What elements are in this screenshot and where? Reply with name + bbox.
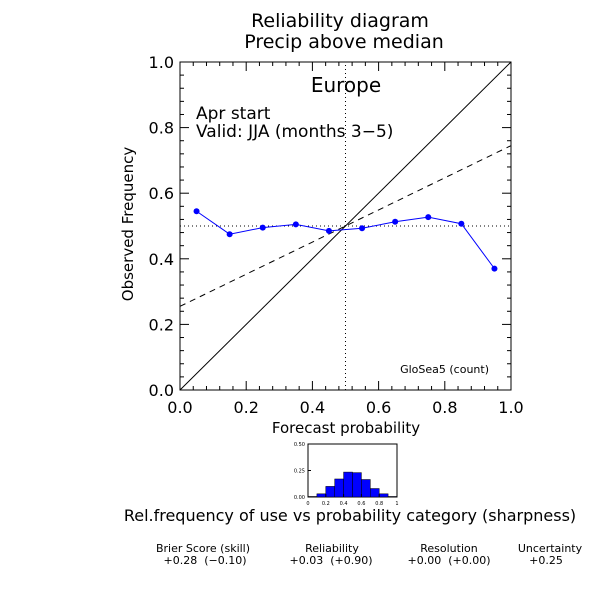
y-tick-labels: 0.0 0.2 0.4 0.6 0.8 1.0 — [149, 53, 174, 400]
sharpness-x-tick-label: 0.4 — [340, 501, 348, 507]
x-tick-labels: 0.0 0.2 0.4 0.6 0.8 1.0 — [167, 398, 523, 417]
uncertainty-label: Uncertainty — [518, 542, 583, 555]
resolution-value: +0.00 (+0.00) — [408, 554, 491, 567]
main-plot: 0.0 0.2 0.4 0.6 0.8 1.0 0.0 0.2 0.4 0.6 0.8 1.0 Eu… — [119, 53, 524, 437]
sharpness-histogram: 0 0.2 0.4 0.6 0.8 1 0.00 0.25 0.50 Rel.frequenc… — [124, 442, 576, 525]
sharpness-bar — [325, 486, 335, 498]
sharpness-x-tick-label: 0.2 — [322, 501, 330, 507]
sharpness-x-tick-label: 0 — [306, 501, 309, 507]
y-tick-label: 0.0 — [149, 381, 174, 400]
sharpness-caption: Rel.frequency of use vs probability cate… — [124, 506, 576, 525]
x-tick-label: 0.2 — [233, 398, 258, 417]
uncertainty-value: +0.25 — [529, 554, 563, 567]
source-note: GloSea5 (count) — [400, 363, 489, 376]
sharpness-bar — [316, 493, 327, 498]
brier-score-value: +0.28 (−0.10) — [164, 554, 247, 567]
data-point — [392, 218, 399, 225]
sharpness-bar — [387, 496, 398, 498]
data-point — [491, 265, 498, 272]
data-point — [458, 220, 465, 227]
valid-note: Valid: JJA (months 3−5) — [196, 122, 393, 142]
region-label: Europe — [311, 73, 381, 97]
sharpness-x-tick-label: 0.6 — [357, 501, 365, 507]
sharpness-y-tick-label: 0.25 — [294, 469, 305, 475]
sharpness-bar — [343, 471, 353, 498]
chart-subtitle: Precip above median — [244, 31, 444, 53]
reliability-series-line — [196, 210, 495, 269]
chart-title: Reliability diagram — [251, 10, 429, 32]
data-point — [193, 208, 200, 215]
main-axis-ticks — [179, 61, 512, 391]
data-point — [292, 221, 299, 228]
sharpness-y-tick-label: 0.50 — [294, 442, 305, 448]
sharpness-bar — [370, 488, 380, 498]
resolution-label: Resolution — [420, 542, 478, 555]
sharpness-bar — [378, 493, 389, 498]
data-point — [226, 231, 233, 238]
start-note: Apr start — [196, 104, 271, 124]
reliability-value: +0.03 (+0.90) — [290, 554, 373, 567]
y-axis-label: Observed Frequency — [119, 147, 137, 302]
sharpness-x-tick-label: 0.8 — [375, 501, 383, 507]
x-tick-label: 0.0 — [167, 398, 192, 417]
y-tick-label: 0.6 — [149, 184, 174, 203]
x-tick-label: 0.4 — [300, 398, 325, 417]
data-point — [425, 214, 432, 221]
data-point — [259, 224, 266, 231]
sharpness-bar — [334, 478, 344, 498]
data-point — [359, 225, 366, 232]
x-tick-label: 0.8 — [432, 398, 457, 417]
y-tick-label: 0.4 — [149, 250, 174, 269]
y-tick-label: 0.8 — [149, 119, 174, 138]
reliability-label: Reliability — [305, 542, 359, 555]
scores-table: Brier Score (skill) +0.28 (−0.10) Reliab… — [156, 542, 583, 567]
sharpness-bar — [361, 479, 371, 498]
data-point — [325, 227, 332, 234]
sharpness-y-tick-label: 0.00 — [294, 495, 305, 501]
sharpness-x-tick-label: 1 — [395, 501, 398, 507]
x-tick-label: 0.6 — [366, 398, 391, 417]
sharpness-bar — [352, 472, 362, 498]
x-axis-label: Forecast probability — [272, 419, 420, 437]
sharpness-y-tick-labels: 0.00 0.25 0.50 — [294, 442, 311, 501]
x-tick-label: 1.0 — [498, 398, 523, 417]
y-tick-label: 1.0 — [149, 53, 174, 72]
sharpness-bars — [307, 471, 398, 498]
reliability-series-points — [193, 208, 498, 272]
y-tick-label: 0.2 — [149, 315, 174, 334]
sharpness-x-tick-labels: 0 0.2 0.4 0.6 0.8 1 — [306, 494, 399, 507]
brier-score-label: Brier Score (skill) — [156, 542, 250, 555]
